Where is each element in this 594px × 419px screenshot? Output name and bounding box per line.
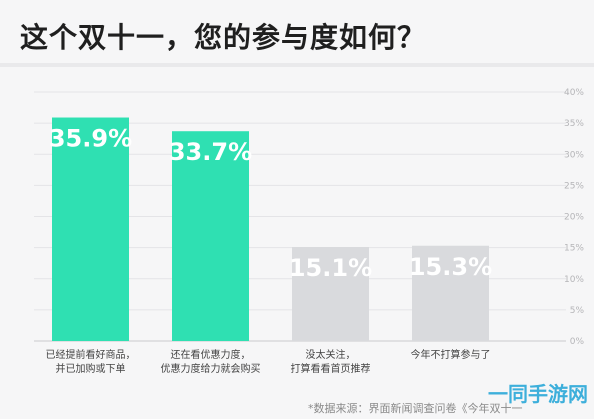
bar-value-label: 33.7% xyxy=(169,138,252,166)
bar-value-label: 15.1% xyxy=(289,254,372,282)
category-label: 还在看优惠力度， xyxy=(171,348,251,361)
category-label: 没太关注， xyxy=(306,348,356,361)
y-tick-label: 10% xyxy=(564,275,584,285)
y-tick-label: 15% xyxy=(564,244,584,254)
y-tick-label: 5% xyxy=(570,306,585,316)
category-label: 今年不打算参与了 xyxy=(411,348,491,361)
category-label: 并已加购或下单 xyxy=(56,362,126,375)
bar xyxy=(172,131,249,341)
y-tick-label: 0% xyxy=(570,337,585,347)
y-tick-label: 35% xyxy=(564,119,584,129)
category-label: 已经提前看好商品， xyxy=(46,348,136,361)
y-tick-label: 40% xyxy=(564,88,584,98)
chart-title: 这个双十一，您的参与度如何？ xyxy=(20,21,427,54)
watermark-logo: 一同手游网 xyxy=(488,382,588,406)
bar xyxy=(292,247,369,341)
bar xyxy=(52,117,129,342)
y-tick-label: 30% xyxy=(564,150,584,160)
data-source-note: *数据来源：界面新闻调查问卷《今年双十一 xyxy=(308,402,523,415)
bar xyxy=(412,245,489,341)
title-divider xyxy=(0,63,594,67)
category-label: 优惠力度给力就会购买 xyxy=(161,362,261,375)
category-label: 打算看看首页推荐 xyxy=(291,362,371,375)
y-tick-label: 20% xyxy=(564,213,584,223)
bar-value-label: 15.3% xyxy=(409,253,492,281)
bar-value-label: 35.9% xyxy=(49,125,132,153)
y-tick-label: 25% xyxy=(564,181,584,191)
